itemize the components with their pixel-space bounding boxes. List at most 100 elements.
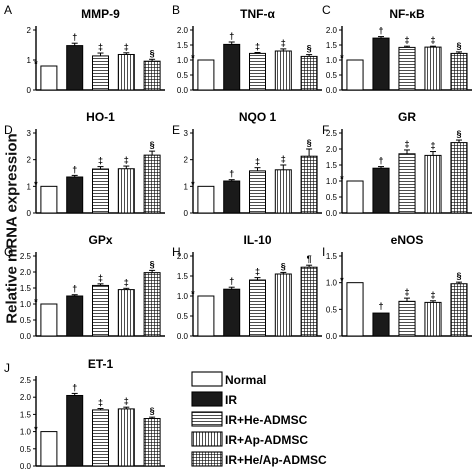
significance-marker: ‡ xyxy=(281,38,286,48)
y-tick-label: 0 xyxy=(27,209,32,218)
legend-label: Normal xyxy=(225,373,266,387)
bar xyxy=(197,59,215,91)
y-tick-label: 2 xyxy=(27,26,32,35)
y-tick-label: 2 xyxy=(27,156,32,165)
y-tick-label: 1.5 xyxy=(20,284,32,293)
significance-marker: § xyxy=(307,44,312,54)
y-tick-label: 2.0 xyxy=(20,268,32,277)
legend-swatch xyxy=(191,411,223,427)
significance-marker: ‡ xyxy=(255,42,260,52)
bar xyxy=(66,176,84,214)
bar xyxy=(346,180,364,214)
legend-swatch xyxy=(191,371,223,387)
significance-marker: § xyxy=(150,48,155,58)
legend-swatch xyxy=(191,451,223,467)
panel-letter: E xyxy=(172,123,180,137)
y-tick-label: 1.5 xyxy=(177,272,189,281)
bar xyxy=(450,283,468,337)
significance-marker: * xyxy=(191,53,195,63)
panel-title: MMP-9 xyxy=(81,7,120,21)
significance-marker: * xyxy=(340,53,344,63)
significance-marker: ‡ xyxy=(281,154,286,164)
bar xyxy=(274,50,292,91)
y-tick-label: 1.0 xyxy=(20,428,32,437)
bar xyxy=(66,45,84,91)
y-tick-label: 0.0 xyxy=(177,86,189,95)
significance-marker: § xyxy=(456,271,461,281)
significance-marker: § xyxy=(456,41,461,51)
y-tick-label: 1 xyxy=(27,56,32,65)
y-tick-label: 0.0 xyxy=(326,86,338,95)
significance-marker: † xyxy=(229,276,234,286)
bar xyxy=(274,273,292,337)
y-tick-label: 1.0 xyxy=(326,177,338,186)
bar xyxy=(398,46,416,91)
bar xyxy=(143,154,161,214)
y-tick-label: 0.0 xyxy=(20,462,32,471)
panel-letter: J xyxy=(4,361,10,375)
y-tick-label: 1 xyxy=(27,182,32,191)
panel-title: ET-1 xyxy=(88,357,114,371)
significance-marker: † xyxy=(72,382,77,392)
bar xyxy=(450,52,468,91)
panel-title: HO-1 xyxy=(86,110,115,124)
bar xyxy=(372,312,390,337)
bar xyxy=(117,53,135,91)
significance-marker: § xyxy=(150,140,155,150)
bar xyxy=(346,282,364,337)
significance-marker: ‡ xyxy=(404,35,409,45)
bar xyxy=(92,409,109,467)
y-tick-label: 0.0 xyxy=(20,332,32,341)
y-tick-label: 0.5 xyxy=(177,71,189,80)
significance-marker: § xyxy=(281,261,286,271)
y-tick-label: 2.5 xyxy=(20,252,32,261)
legend-swatch xyxy=(191,391,223,407)
y-tick-label: 0.5 xyxy=(326,193,338,202)
bar xyxy=(300,266,318,337)
significance-marker: † xyxy=(229,31,234,41)
y-tick-label: 2.5 xyxy=(326,129,338,138)
y-tick-label: 0.5 xyxy=(177,312,189,321)
y-tick-label: 1.5 xyxy=(326,161,338,170)
bar xyxy=(117,168,135,214)
bar xyxy=(249,170,266,214)
bar xyxy=(92,168,109,214)
significance-marker: * xyxy=(191,179,195,189)
significance-marker: * xyxy=(191,289,195,299)
significance-marker: § xyxy=(307,138,312,148)
significance-marker: § xyxy=(150,259,155,269)
panel-title: GR xyxy=(398,110,416,124)
bar xyxy=(117,289,135,337)
bar xyxy=(223,43,241,91)
panel-letter: F xyxy=(322,123,329,137)
significance-marker: * xyxy=(34,297,38,307)
y-tick-label: 0.5 xyxy=(326,305,338,314)
significance-marker: ‡ xyxy=(98,273,103,283)
panel-title: NF-κB xyxy=(389,7,425,21)
legend-label: IR xyxy=(225,393,237,407)
y-tick-label: 1.0 xyxy=(177,56,189,65)
y-tick-label: 0 xyxy=(184,209,189,218)
bar xyxy=(223,180,241,214)
panel-letter: H xyxy=(172,245,181,259)
panel-letter: A xyxy=(4,3,12,17)
significance-marker: * xyxy=(34,179,38,189)
significance-marker: * xyxy=(34,425,38,435)
legend-label: IR+Ap-ADMSC xyxy=(225,433,308,447)
y-tick-label: 1.0 xyxy=(326,56,338,65)
panel-title: IL-10 xyxy=(243,233,271,247)
panel-letter: D xyxy=(4,123,13,137)
significance-marker: ‡ xyxy=(98,398,103,408)
bar xyxy=(40,431,58,467)
panel-title: GPx xyxy=(88,233,112,247)
bar xyxy=(143,418,161,467)
legend-label: IR+He-ADMSC xyxy=(225,413,308,427)
bar xyxy=(424,46,442,91)
significance-marker: ‡ xyxy=(124,42,129,52)
legend-swatch xyxy=(191,431,223,447)
bar xyxy=(223,288,241,337)
y-tick-label: 2 xyxy=(184,156,189,165)
bar xyxy=(398,300,416,337)
significance-marker: ‡ xyxy=(430,290,435,300)
